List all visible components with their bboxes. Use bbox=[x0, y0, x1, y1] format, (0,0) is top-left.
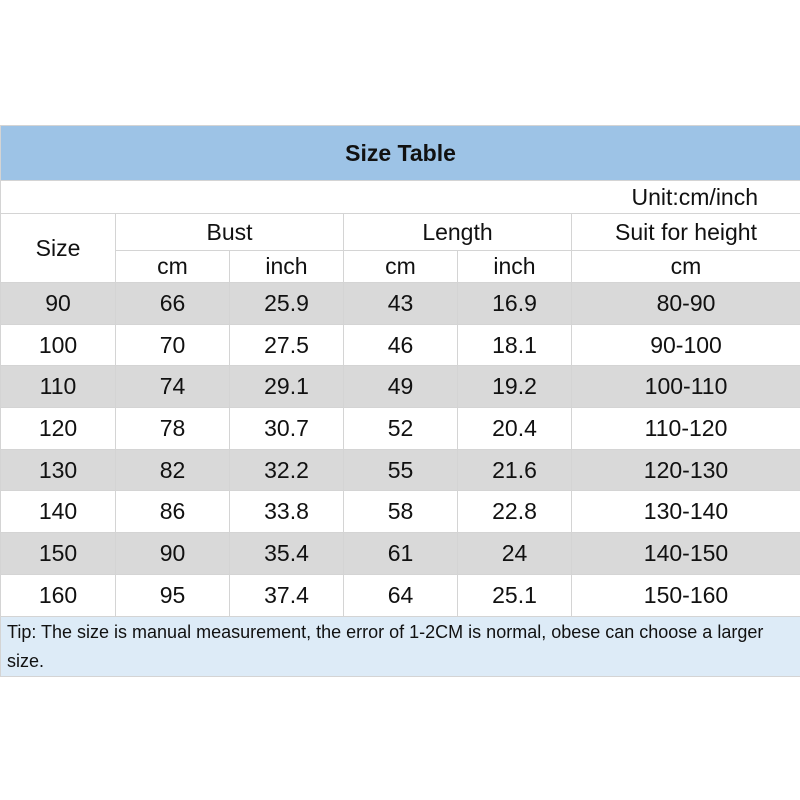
cell-length-inch: 20.4 bbox=[457, 407, 572, 450]
header-bust-cm: cm bbox=[115, 250, 230, 283]
cell-bust-inch: 25.9 bbox=[229, 282, 344, 325]
table-row: 110 74 29.1 49 19.2 100-110 bbox=[0, 365, 800, 409]
table-title: Size Table bbox=[0, 125, 800, 181]
cell-length-inch: 19.2 bbox=[457, 365, 572, 409]
size-table: Size Table Unit:cm/inch Size Bust Length… bbox=[0, 125, 800, 677]
tip-note: Tip: The size is manual measurement, the… bbox=[0, 615, 800, 677]
cell-height-cm: 110-120 bbox=[570, 407, 800, 450]
cell-length-inch: 18.1 bbox=[457, 323, 572, 367]
cell-bust-inch: 33.8 bbox=[229, 490, 344, 534]
cell-length-cm: 64 bbox=[343, 573, 458, 617]
cell-size: 130 bbox=[0, 448, 116, 492]
cell-bust-inch: 32.2 bbox=[229, 448, 344, 492]
cell-length-cm: 52 bbox=[343, 407, 458, 450]
cell-length-cm: 46 bbox=[343, 323, 458, 367]
cell-height-cm: 150-160 bbox=[570, 573, 800, 617]
cell-length-cm: 58 bbox=[343, 490, 458, 534]
header-bust-inch: inch bbox=[229, 250, 344, 283]
cell-bust-inch: 27.5 bbox=[229, 323, 344, 367]
cell-bust-cm: 74 bbox=[115, 365, 230, 409]
table-row: 120 78 30.7 52 20.4 110-120 bbox=[0, 407, 800, 450]
table-row: 140 86 33.8 58 22.8 130-140 bbox=[0, 490, 800, 534]
cell-length-cm: 43 bbox=[343, 282, 458, 325]
table-row: 150 90 35.4 61 24 140-150 bbox=[0, 532, 800, 575]
cell-size: 140 bbox=[0, 490, 116, 534]
table-row: 90 66 25.9 43 16.9 80-90 bbox=[0, 282, 800, 325]
cell-length-inch: 21.6 bbox=[457, 448, 572, 492]
cell-bust-cm: 78 bbox=[115, 407, 230, 450]
cell-size: 90 bbox=[0, 282, 116, 325]
header-size: Size bbox=[0, 213, 116, 283]
table-row: 160 95 37.4 64 25.1 150-160 bbox=[0, 573, 800, 617]
cell-bust-inch: 29.1 bbox=[229, 365, 344, 409]
cell-length-cm: 61 bbox=[343, 532, 458, 575]
cell-bust-cm: 82 bbox=[115, 448, 230, 492]
cell-height-cm: 90-100 bbox=[570, 323, 800, 367]
cell-height-cm: 120-130 bbox=[570, 448, 800, 492]
cell-size: 120 bbox=[0, 407, 116, 450]
cell-bust-cm: 86 bbox=[115, 490, 230, 534]
cell-height-cm: 130-140 bbox=[570, 490, 800, 534]
header-length-cm: cm bbox=[343, 250, 458, 283]
cell-size: 150 bbox=[0, 532, 116, 575]
cell-length-inch: 22.8 bbox=[457, 490, 572, 534]
cell-size: 110 bbox=[0, 365, 116, 409]
cell-length-cm: 49 bbox=[343, 365, 458, 409]
cell-height-cm: 140-150 bbox=[570, 532, 800, 575]
cell-bust-cm: 95 bbox=[115, 573, 230, 617]
cell-bust-cm: 70 bbox=[115, 323, 230, 367]
cell-length-cm: 55 bbox=[343, 448, 458, 492]
header-length: Length bbox=[343, 213, 572, 251]
header-height-cm: cm bbox=[570, 250, 800, 283]
cell-bust-cm: 66 bbox=[115, 282, 230, 325]
header-bust: Bust bbox=[115, 213, 344, 251]
cell-bust-cm: 90 bbox=[115, 532, 230, 575]
size-table-container: Size Table Unit:cm/inch Size Bust Length… bbox=[0, 125, 800, 677]
cell-height-cm: 100-110 bbox=[570, 365, 800, 409]
cell-bust-inch: 35.4 bbox=[229, 532, 344, 575]
cell-size: 100 bbox=[0, 323, 116, 367]
table-row: 100 70 27.5 46 18.1 90-100 bbox=[0, 323, 800, 367]
cell-bust-inch: 30.7 bbox=[229, 407, 344, 450]
cell-length-inch: 16.9 bbox=[457, 282, 572, 325]
cell-size: 160 bbox=[0, 573, 116, 617]
cell-bust-inch: 37.4 bbox=[229, 573, 344, 617]
cell-length-inch: 24 bbox=[457, 532, 572, 575]
cell-height-cm: 80-90 bbox=[570, 282, 800, 325]
header-length-inch: inch bbox=[457, 250, 572, 283]
header-height: Suit for height bbox=[570, 213, 800, 251]
cell-length-inch: 25.1 bbox=[457, 573, 572, 617]
unit-label: Unit:cm/inch bbox=[0, 180, 800, 214]
table-row: 130 82 32.2 55 21.6 120-130 bbox=[0, 448, 800, 492]
